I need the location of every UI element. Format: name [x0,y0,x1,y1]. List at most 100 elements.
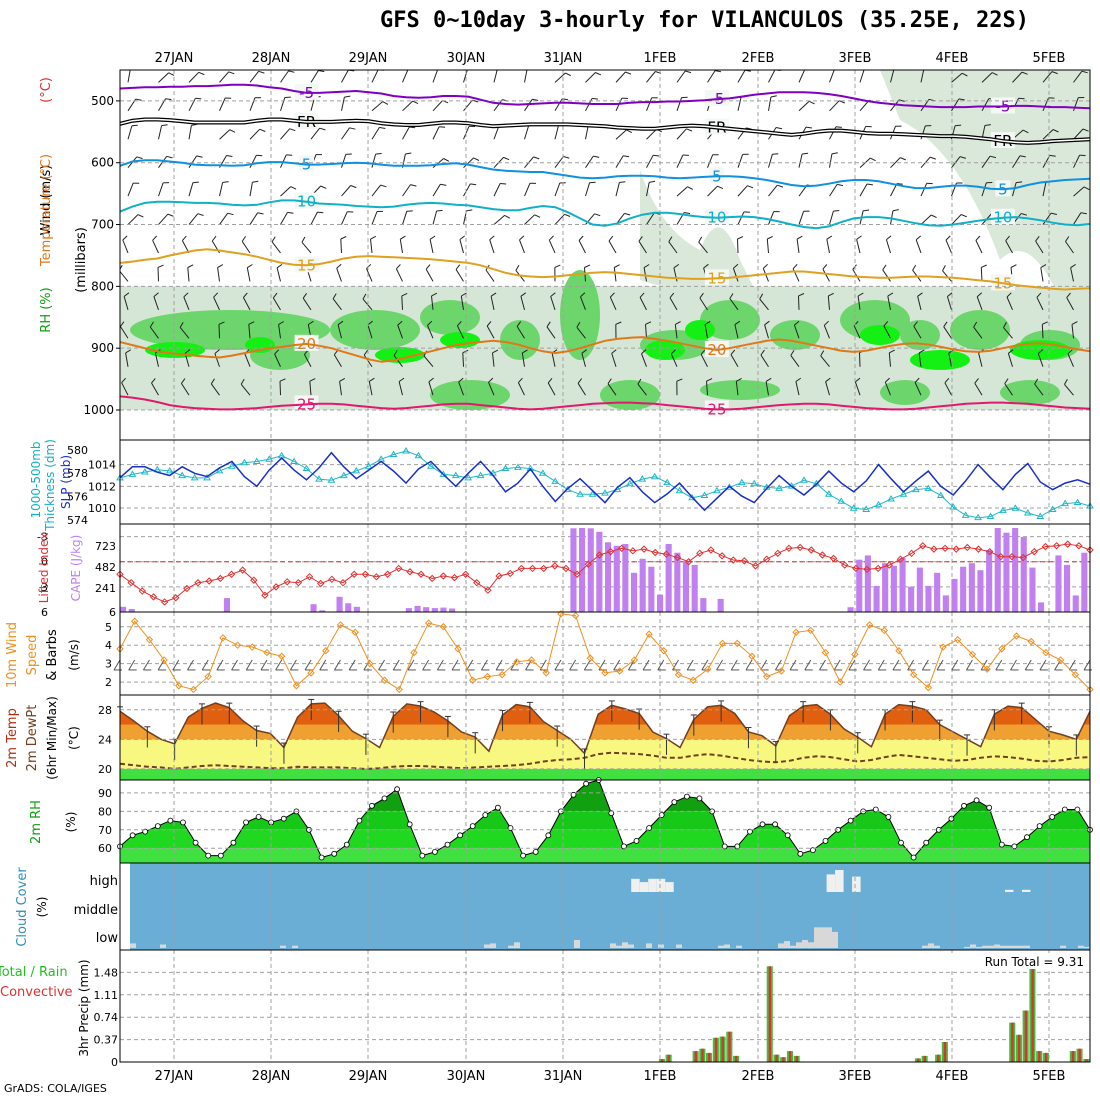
wind-speed-point [718,639,727,648]
thickness-point [576,490,585,497]
cloud-low-bar [1084,946,1090,949]
lifted-index-point [138,587,147,595]
lifted-index-point [361,570,369,578]
wind-barb-tick [393,350,398,356]
cape-bar [1081,552,1088,612]
wind-barb-tick [706,378,713,382]
wind-barb-tick [762,263,768,269]
wind-barb [646,128,657,140]
wind-barb [219,71,230,83]
wind-barb-10m [833,659,841,671]
wind-barb-tick [698,236,703,243]
wind-barb [463,70,468,83]
wind-barb [398,381,403,396]
wind-barb [581,353,586,367]
wind-barb [946,296,952,311]
thickness-point [165,466,174,474]
cape-bar [440,607,447,612]
wind-barb [336,268,342,282]
wind-speed-point [983,665,991,673]
wind-barb [249,212,259,225]
temp-band-green [120,768,1090,780]
wind-barb [427,325,434,339]
wind-speed-point [366,659,374,668]
cape-bar [847,607,854,612]
rh-point [381,795,388,802]
wind-speed-point [145,635,154,644]
slp-frame [119,439,1091,525]
wind-barb-tick [518,377,523,383]
cloud-low-bar [514,942,520,949]
lifted-index-point [662,550,671,558]
lifted-index-point [316,579,325,588]
wind-barb-tick [943,321,948,327]
cloud-low-bar [292,945,298,948]
wind-barb-10m [848,659,856,671]
wind-speed-point [792,628,800,636]
wind-barb-10m [319,659,327,671]
thickness-point [912,485,920,493]
wind-barb-10m [172,659,180,671]
cape-bar [882,563,889,612]
temp-tick-20: 20 [98,763,112,776]
cape-bar [977,570,984,612]
wind-barb-tick [611,349,617,354]
cloud-low-bar [802,940,808,948]
wind-barb [121,382,129,396]
wind-barb-tick [308,320,314,325]
wind-barb-tick [468,69,474,70]
wind-barb-tick [367,320,373,326]
wind-label-unit: (m/s) [67,639,81,670]
wind-speed-point [469,676,477,684]
wind-barb [402,184,411,197]
cloud-high-bar [665,882,674,892]
wind-barb [730,354,739,367]
wind-barb [493,125,500,140]
wind-barb [309,381,312,396]
thickness-point [1023,509,1032,516]
wind-barb [554,182,561,197]
thickness-point [650,472,659,480]
wind-speed-point [189,685,198,694]
wind-barb-tick [637,378,642,385]
wind-barb [554,213,565,225]
wind-barb [1073,70,1083,83]
isotherm-15 [119,248,1091,291]
wind-speed-point [513,658,521,666]
wind-barb-tick [214,349,220,354]
wind-speed-point [542,669,550,677]
wind-barb-tick [1049,154,1056,157]
rh-point [948,815,955,822]
wind-speed-point [160,656,168,664]
wind-barb-tick [1040,264,1047,269]
wind-barb-tick [153,292,159,297]
wind-barb [493,215,505,225]
wind-barb-tick [182,235,187,241]
wind-speed-point [130,617,139,625]
wind-barb [524,70,528,83]
wind-barb [188,98,196,112]
wind-barb [737,97,742,111]
wind-barb [280,70,289,83]
wind-barb-10m [995,659,1003,671]
wind-barb-10m [554,659,562,671]
wind-barb-tick [767,235,773,240]
wind-barb-10m [907,659,915,671]
cape-label-cape: CAPE (J/kg) [69,535,83,602]
wind-barb [158,72,170,83]
cape-bar [423,607,430,612]
wind-barb-tick [151,378,156,384]
run-total-bg [950,953,1088,969]
lifted-index-point [261,591,269,599]
wind-barb [1036,297,1044,311]
wind-speed-point [233,641,242,649]
wind-barb-tick [837,183,844,187]
wind-barb-tick [894,68,900,69]
wind-barb [607,383,617,396]
wind-barb [1041,324,1044,339]
wind-barb-tick [883,321,889,327]
wind-barb [486,325,495,339]
wind-barb-tick [196,155,203,158]
temp-tick-24: 24 [98,733,112,746]
wind-barb-tick [641,349,647,355]
